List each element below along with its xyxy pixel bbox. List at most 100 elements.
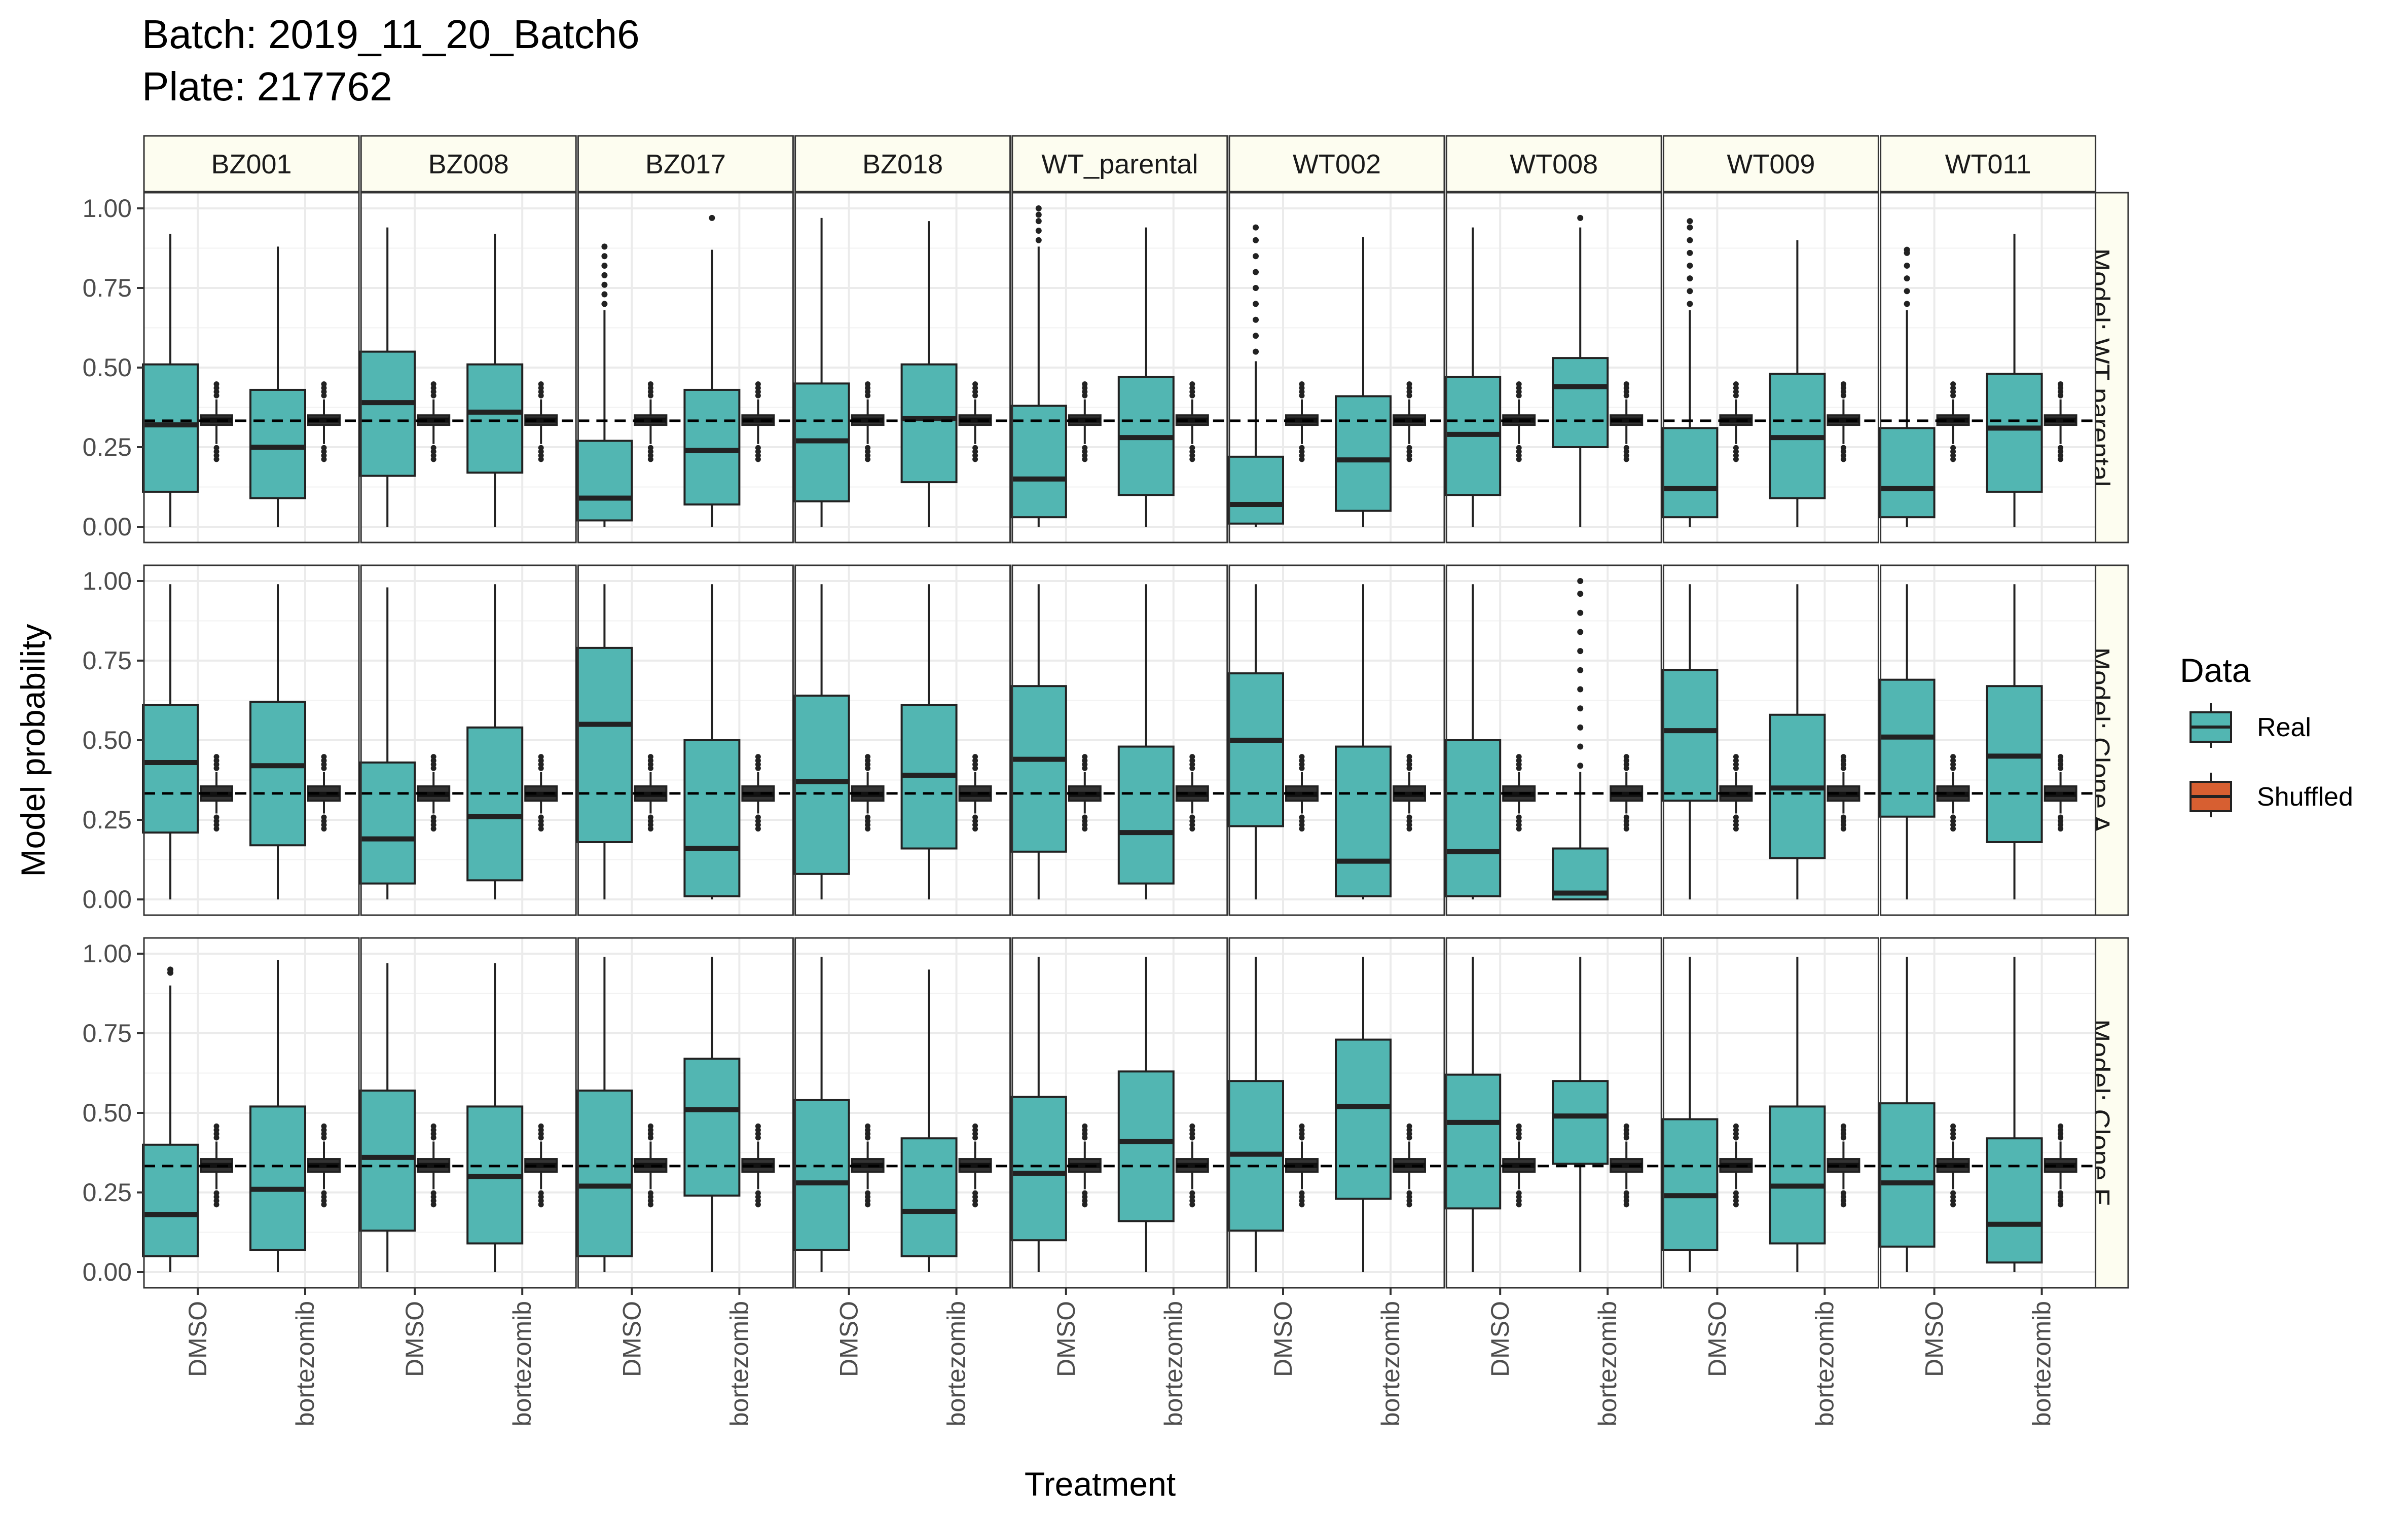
- facet-panel: [359, 192, 577, 544]
- outlier-point: [1733, 1194, 1739, 1200]
- outlier-point: [1623, 1123, 1629, 1129]
- outlier-point: [1299, 757, 1305, 764]
- outlier-point: [1623, 818, 1629, 824]
- outlier-point: [1623, 381, 1629, 387]
- outlier-point: [1950, 1123, 1956, 1129]
- outlier-point: [538, 762, 544, 768]
- outlier-point: [2058, 765, 2064, 771]
- x-tick-label: bortezomib: [1593, 1301, 1622, 1426]
- box-real: [900, 221, 958, 527]
- outlier-point: [865, 826, 871, 832]
- outlier-point: [1406, 452, 1412, 458]
- outlier-point: [1840, 1202, 1846, 1208]
- outlier-point: [865, 445, 871, 451]
- box-real: [249, 960, 306, 1272]
- y-tick-label: 0.25: [83, 1178, 132, 1207]
- box-rect: [1335, 395, 1392, 512]
- outlier-point: [2058, 762, 2064, 768]
- outlier-point: [1733, 449, 1739, 455]
- outlier-point: [972, 452, 978, 458]
- outlier-point: [972, 822, 978, 828]
- box-rect: [793, 695, 850, 875]
- outlier-point: [2058, 822, 2064, 828]
- outlier-point: [430, 1131, 436, 1137]
- y-tick-label: 0.25: [83, 433, 132, 461]
- outlier-point: [1516, 392, 1522, 399]
- y-tick-label: 1.00: [83, 939, 132, 968]
- outlier-point: [2058, 1190, 2064, 1196]
- outlier-point: [2058, 389, 2064, 395]
- facet-panel: [793, 937, 1011, 1289]
- outlier-point: [1687, 237, 1693, 243]
- outlier-point: [865, 1131, 871, 1137]
- x-tick-label: DMSO: [400, 1301, 429, 1377]
- box-real: [793, 584, 850, 899]
- outlier-point: [538, 818, 544, 824]
- outlier-point: [1035, 211, 1042, 218]
- outlier-point: [601, 272, 608, 278]
- outlier-point: [972, 826, 978, 832]
- outlier-point: [1577, 667, 1584, 673]
- outlier-point: [2058, 449, 2064, 455]
- x-axis-title: Treatment: [1025, 1465, 1176, 1503]
- outlier-point: [865, 762, 871, 768]
- outlier-point: [1687, 263, 1693, 269]
- outlier-point: [1253, 269, 1259, 275]
- outlier-point: [1516, 814, 1522, 820]
- outlier-point: [2058, 445, 2064, 451]
- facet-panel: [359, 564, 577, 916]
- outlier-point: [972, 757, 978, 764]
- box-real: [359, 963, 416, 1272]
- outlier-point: [1253, 285, 1259, 291]
- outlier-point: [647, 1131, 653, 1137]
- outlier-point: [1516, 1198, 1522, 1204]
- outlier-point: [1189, 1135, 1195, 1141]
- outlier-point: [321, 1198, 327, 1204]
- box-rect: [576, 440, 633, 522]
- outlier-point: [1299, 445, 1305, 451]
- outlier-point: [430, 1135, 436, 1141]
- outlier-point: [1189, 385, 1195, 391]
- outlier-point: [538, 456, 544, 462]
- outlier-point: [1577, 214, 1584, 221]
- panel-border: [794, 937, 1011, 1289]
- outlier-point: [1840, 1131, 1846, 1137]
- outlier-point: [1950, 449, 1956, 455]
- col-strip: [360, 135, 577, 193]
- outlier-point: [1082, 822, 1088, 828]
- outlier-point: [430, 822, 436, 828]
- outlier-point: [972, 1202, 978, 1208]
- outlier-point: [1840, 765, 1846, 771]
- outlier-point: [321, 1190, 327, 1196]
- outlier-point: [321, 1135, 327, 1141]
- outlier-point: [1082, 754, 1088, 760]
- outlier-point: [430, 757, 436, 764]
- outlier-point: [1840, 392, 1846, 399]
- outlier-point: [755, 389, 761, 395]
- outlier-point: [972, 814, 978, 820]
- outlier-point: [213, 765, 220, 771]
- outlier-point: [1516, 445, 1522, 451]
- outlier-point: [1406, 822, 1412, 828]
- outlier-point: [601, 243, 608, 250]
- outlier-point: [1189, 452, 1195, 458]
- outlier-point: [1623, 385, 1629, 391]
- y-tick-label: 0.75: [83, 646, 132, 675]
- x-tick-label: bortezomib: [942, 1301, 971, 1426]
- y-tick-label: 0.50: [83, 353, 132, 382]
- outlier-point: [321, 385, 327, 391]
- facet-panel: [1227, 937, 1445, 1289]
- outlier-point: [538, 449, 544, 455]
- x-tick-label: DMSO: [1269, 1301, 1297, 1377]
- outlier-point: [755, 1198, 761, 1204]
- facet-panel: [793, 192, 1011, 544]
- y-tick-label: 0.00: [83, 1258, 132, 1286]
- outlier-point: [213, 385, 220, 391]
- outlier-point: [865, 392, 871, 399]
- box-real: [359, 587, 416, 899]
- outlier-point: [755, 1123, 761, 1129]
- panel-border: [1011, 564, 1228, 916]
- facet-panel: [142, 192, 360, 544]
- outlier-point: [1082, 1198, 1088, 1204]
- outlier-point: [1299, 1202, 1305, 1208]
